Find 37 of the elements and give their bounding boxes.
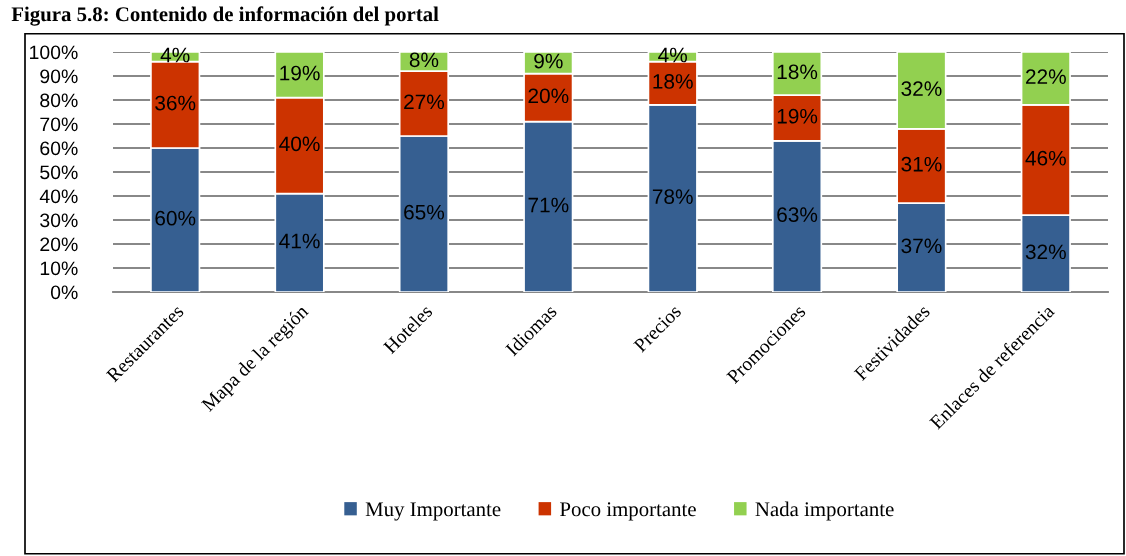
y-tick-label: 10% — [40, 261, 78, 276]
data-label: 31% — [901, 156, 942, 172]
y-tick-label: 40% — [39, 189, 78, 204]
legend-label: Muy Importante — [365, 502, 501, 521]
data-label: 19% — [280, 65, 320, 81]
data-label: 78% — [652, 189, 693, 204]
y-tick-label: 50% — [40, 165, 78, 180]
data-label: 19% — [777, 108, 818, 124]
y-tick-label: 90% — [40, 69, 78, 84]
y-tick-label: 70% — [40, 117, 78, 132]
data-label: 18% — [653, 74, 693, 89]
data-label: 32% — [901, 81, 942, 96]
data-label: 46% — [1025, 150, 1066, 166]
data-label: 20% — [528, 88, 569, 104]
y-tick-label: 0% — [50, 285, 78, 300]
data-label: 22% — [1026, 69, 1066, 84]
data-label: 40% — [279, 136, 320, 152]
data-label: 63% — [777, 207, 818, 222]
data-label: 9% — [534, 53, 563, 69]
chart-title: Figura 5.8: Contenido de información del portal — [11, 6, 439, 26]
data-label: 41% — [279, 233, 320, 249]
data-label: 36% — [155, 95, 196, 111]
data-label: 8% — [409, 52, 439, 68]
y-tick-label: 30% — [40, 213, 78, 228]
y-tick-label: 80% — [40, 93, 78, 108]
y-tick-label: 20% — [40, 237, 78, 252]
data-label: 71% — [528, 197, 569, 213]
y-tick-label: 100% — [30, 45, 78, 60]
data-label: 18% — [777, 64, 818, 80]
data-label: 60% — [155, 210, 196, 226]
data-label: 32% — [1025, 244, 1066, 260]
data-label: 65% — [404, 204, 445, 220]
legend-label: Nada importante — [755, 501, 894, 521]
data-label: 27% — [404, 94, 445, 110]
y-tick-label: 60% — [40, 141, 78, 156]
legend-label: Poco importante — [560, 502, 696, 521]
data-label: 37% — [901, 238, 942, 254]
